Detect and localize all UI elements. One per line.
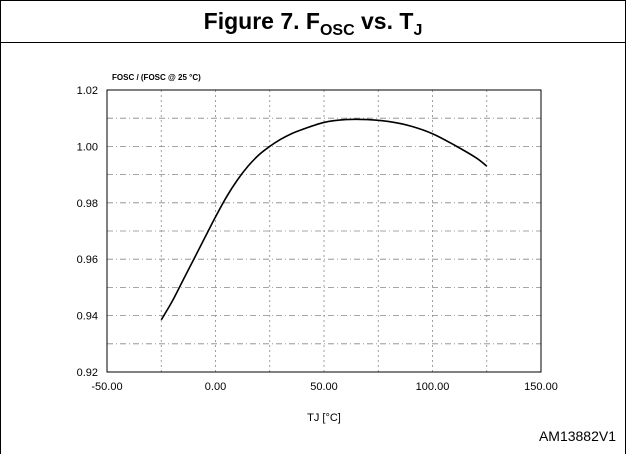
x-tick-label: 0.00 bbox=[205, 381, 226, 393]
x-tick-label: -50.00 bbox=[91, 381, 122, 393]
title-main: Figure 7. F bbox=[203, 8, 320, 34]
y-tick-label: 1.00 bbox=[77, 141, 98, 153]
x-tick-label: 50.00 bbox=[310, 381, 338, 393]
frame-border-top bbox=[0, 0, 626, 1]
frame-border-left bbox=[0, 0, 1, 454]
grid-layer bbox=[107, 90, 541, 372]
tick-labels: -50.00 0.00 50.00 100.00 150.00 0.92 0.94 0.96 0… bbox=[77, 85, 558, 393]
title-rule bbox=[0, 42, 626, 43]
title-subscript-osc: OSC bbox=[319, 22, 355, 39]
x-axis-label: TJ [°C] bbox=[307, 412, 341, 424]
x-tick-label: 100.00 bbox=[416, 381, 450, 393]
y-tick-label: 0.92 bbox=[77, 367, 98, 379]
x-tick-label: 150.00 bbox=[524, 381, 558, 393]
title-mid: vs. T bbox=[354, 8, 414, 34]
plot-area-border bbox=[106, 89, 542, 373]
title-subscript-j: J bbox=[413, 22, 423, 39]
figure-reference-code: AM13882V1 bbox=[538, 428, 616, 444]
y-tick-label: 1.02 bbox=[77, 85, 98, 97]
y-axis-label: FOSC / (FOSC @ 25 °C) bbox=[112, 73, 201, 82]
y-tick-label: 0.98 bbox=[77, 198, 98, 210]
figure-title: Figure 7. FOSC vs. TJ bbox=[0, 4, 626, 48]
series-line bbox=[160, 118, 488, 321]
y-tick-label: 0.94 bbox=[77, 311, 98, 323]
y-tick-label: 0.96 bbox=[77, 254, 98, 266]
